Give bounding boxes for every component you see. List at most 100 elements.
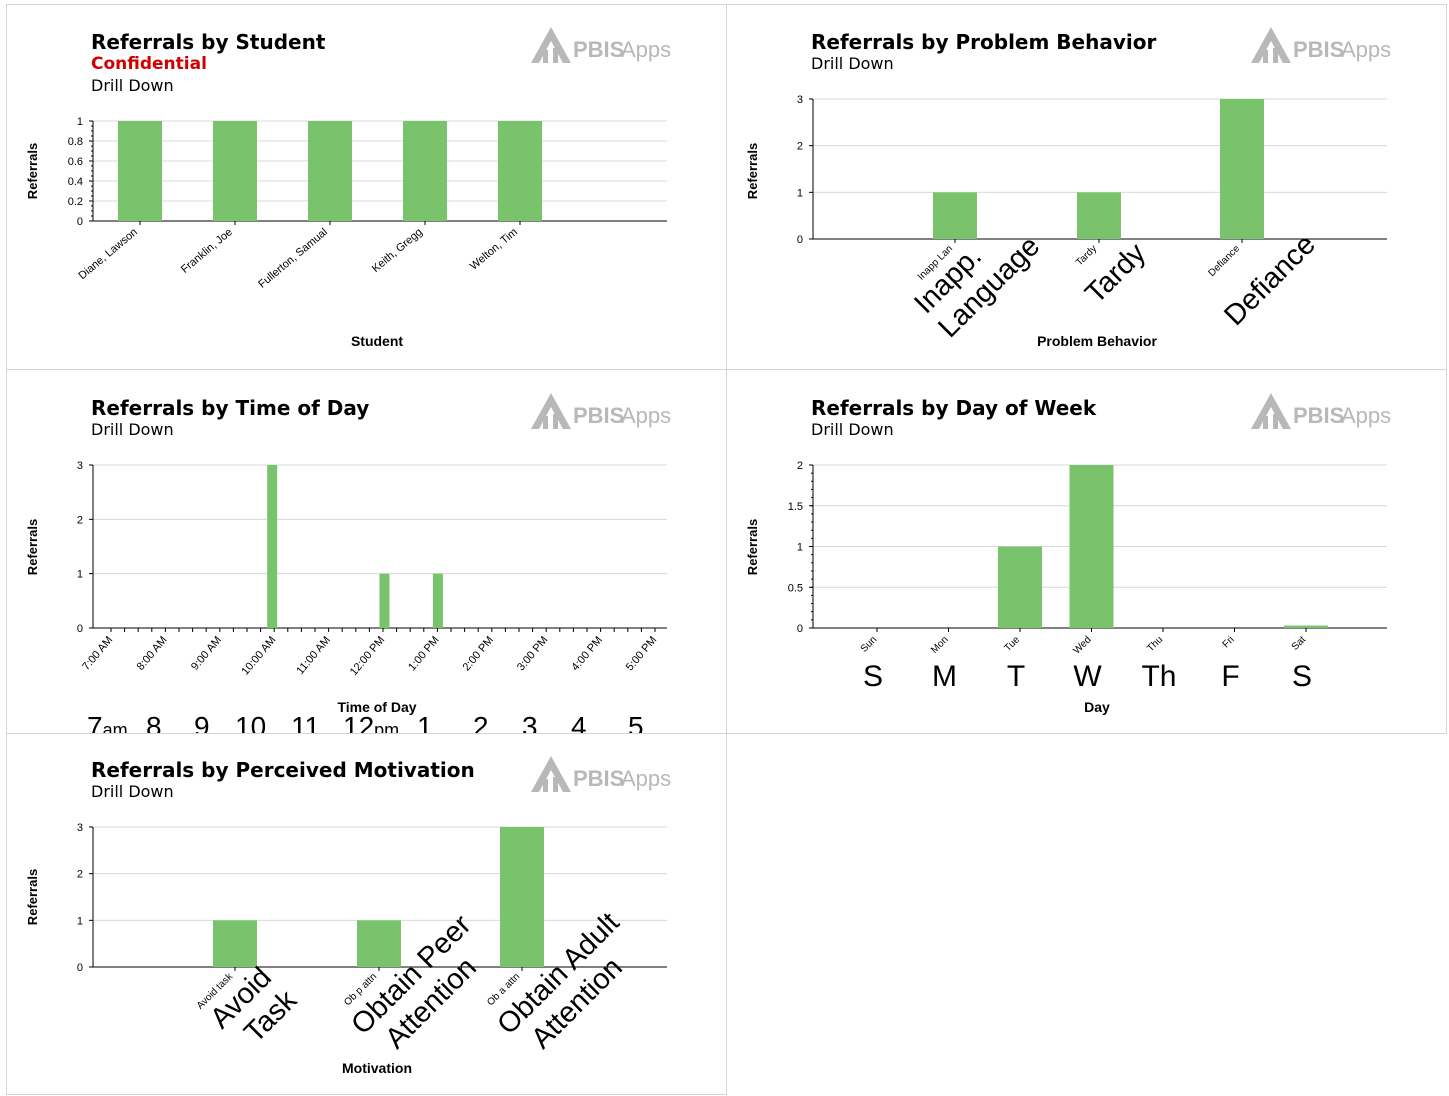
bar — [498, 121, 542, 221]
x-tick-label: Sat — [1290, 634, 1309, 653]
drill-down-link[interactable]: Drill Down — [91, 420, 174, 439]
logo-mark — [531, 756, 571, 792]
bar — [1077, 192, 1121, 239]
bar — [379, 573, 390, 628]
y-axis-label: Referrals — [25, 143, 40, 199]
x-axis-label: Day — [1084, 699, 1110, 715]
x-tick-label: 5:00 PM — [624, 634, 660, 673]
x-tick-label: Fri — [1221, 634, 1237, 650]
y-tick-label: 1.5 — [788, 501, 803, 513]
x-tick-label: 2:00 PM — [461, 634, 497, 673]
x-tick-label: Sun — [859, 634, 879, 654]
handwritten-annotation: S — [1292, 660, 1312, 693]
x-tick-label: Welton, Tim — [468, 226, 520, 272]
y-tick-label: 1 — [77, 569, 83, 581]
y-tick-label: 1 — [797, 542, 803, 554]
x-tick-label: Tardy — [1074, 243, 1099, 268]
y-tick-label: 3 — [77, 460, 83, 472]
panel-student: Referrals by Student Confidential Drill … — [6, 4, 727, 370]
bar — [500, 827, 544, 967]
logo-mark-bar — [1263, 416, 1268, 429]
x-tick-label: Tue — [1002, 634, 1022, 654]
x-axis-label: Problem Behavior — [1037, 333, 1157, 349]
x-tick-label: 9:00 AM — [189, 634, 224, 673]
x-tick-label: Franklin, Joe — [179, 226, 235, 276]
drill-down-link[interactable]: Drill Down — [811, 54, 894, 73]
logo-text: Apps — [1341, 403, 1391, 428]
drill-down-link[interactable]: Drill Down — [91, 76, 174, 95]
y-axis-label: Referrals — [25, 519, 40, 575]
logo-mark — [531, 27, 571, 63]
drill-down-link[interactable]: Drill Down — [91, 782, 174, 801]
bar — [1284, 625, 1328, 628]
y-tick-label: 1 — [77, 116, 83, 128]
x-tick-label: Keith, Gregg — [370, 226, 425, 275]
logo-mark — [1251, 27, 1291, 63]
chart-title: Referrals by Day of Week — [811, 396, 1097, 420]
y-tick-label: 1 — [797, 187, 803, 199]
y-tick-label: 2 — [77, 514, 83, 526]
bar — [1069, 465, 1114, 628]
bar — [213, 121, 257, 221]
x-axis-label: Student — [351, 333, 403, 349]
logo-mark-bar — [543, 50, 548, 63]
bar — [213, 920, 257, 967]
drill-down-link[interactable]: Drill Down — [811, 420, 894, 439]
x-tick-label: Defiance — [1206, 243, 1242, 279]
y-tick-label: 0 — [797, 623, 803, 635]
x-axis-label: Motivation — [342, 1060, 412, 1076]
logo-mark — [531, 393, 571, 429]
bar — [403, 121, 447, 221]
x-tick-label: 11:00 AM — [294, 634, 333, 677]
y-tick-label: 2 — [797, 141, 803, 153]
logo-mark-bar — [1273, 48, 1278, 63]
logo-text: Apps — [621, 766, 671, 791]
chart-title: Referrals by Time of Day — [91, 396, 370, 420]
bar — [933, 192, 977, 239]
logo-mark-bar — [553, 48, 558, 63]
y-tick-label: 0 — [797, 234, 803, 246]
logo-text: Apps — [621, 403, 671, 428]
handwritten-annotation: S — [863, 660, 883, 693]
y-tick-label: 0.5 — [788, 582, 803, 594]
y-tick-label: 2 — [797, 460, 803, 472]
bar — [432, 573, 443, 628]
x-tick-label: Diane, Lawson — [76, 226, 139, 282]
y-tick-label: 0.8 — [68, 136, 83, 148]
x-tick-label: 10:00 AM — [239, 634, 278, 677]
logo-text: Apps — [621, 37, 671, 62]
logo-mark-bar — [543, 416, 548, 429]
x-axis-label: Time of Day — [337, 699, 416, 715]
y-axis-label: Referrals — [745, 143, 760, 199]
y-tick-label: 2 — [77, 869, 83, 881]
x-tick-label: 4:00 PM — [569, 634, 605, 673]
chart-title: Referrals by Perceived Motivation — [91, 758, 475, 782]
bar — [308, 121, 352, 221]
logo-mark-bar — [553, 414, 558, 429]
logo-text: PBIS — [1293, 403, 1344, 428]
logo-text: PBIS — [573, 403, 624, 428]
logo-text: PBIS — [1293, 37, 1344, 62]
logo-mark-bar — [1263, 50, 1268, 63]
panel-day: Referrals by Day of Week Drill Down PBIS… — [726, 369, 1447, 734]
logo-text: PBIS — [573, 37, 624, 62]
bar — [267, 465, 278, 628]
y-tick-label: 0.6 — [68, 156, 83, 168]
bar — [1220, 99, 1264, 239]
panel-motivation: Referrals by Perceived Motivation Drill … — [6, 733, 727, 1095]
x-tick-label: 1:00 PM — [406, 634, 442, 673]
y-tick-label: 0 — [77, 962, 83, 974]
confidential-label: Confidential — [91, 54, 207, 74]
time-chart: 0 1 2 3 Referrals Time of Day 7:00 AM 8:00 AM 9:… — [25, 460, 667, 742]
y-axis-label: Referrals — [745, 519, 760, 575]
y-tick-label: 0 — [77, 623, 83, 635]
handwritten-annotation: T — [1007, 660, 1025, 693]
x-tick-label: 8:00 AM — [135, 634, 170, 673]
